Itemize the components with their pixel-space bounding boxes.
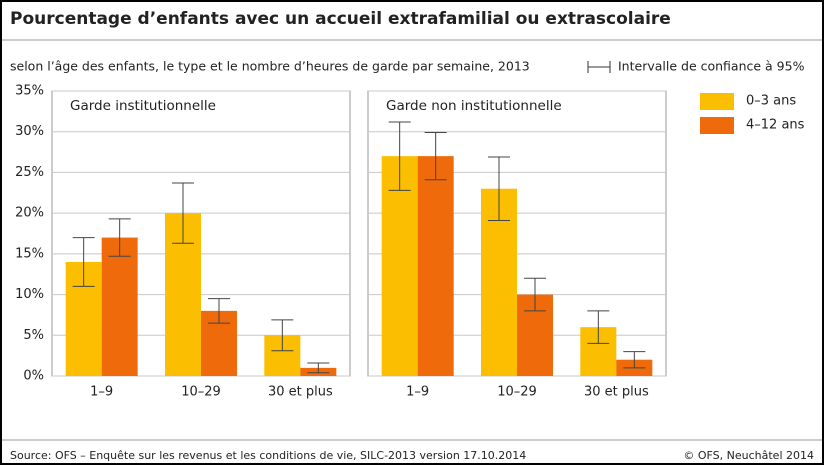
error-bar	[587, 310, 610, 344]
bar	[417, 156, 454, 376]
x-tick-label: 30 et plus	[268, 385, 333, 400]
y-tick-label: 0%	[23, 369, 44, 384]
x-tick-label: 10–29	[497, 385, 537, 400]
panel-title: Garde institutionnelle	[70, 98, 216, 114]
error-bar	[524, 277, 546, 312]
bar	[381, 156, 418, 376]
bar	[101, 237, 138, 376]
legend-label: 4–12 ans	[746, 118, 805, 133]
error-bar	[388, 121, 411, 191]
y-tick-label: 25%	[15, 165, 44, 180]
ci-label: Intervalle de confiance à 95%	[618, 59, 805, 74]
error-bar	[307, 362, 330, 374]
error-bar	[488, 156, 510, 221]
legend-label: 0–3 ans	[746, 94, 796, 109]
error-bar	[72, 237, 95, 287]
x-tick-label: 1–9	[90, 385, 113, 400]
legend-swatch	[700, 117, 734, 134]
x-tick-label: 30 et plus	[584, 385, 649, 400]
legend-swatch	[700, 93, 734, 110]
ci-legend-icon	[587, 61, 611, 73]
y-tick-label: 20%	[15, 206, 44, 221]
error-bar	[108, 218, 131, 257]
error-bar	[172, 182, 194, 244]
x-tick-label: 1–9	[406, 385, 429, 400]
y-tick-label: 30%	[15, 124, 44, 139]
y-tick-label: 35%	[15, 84, 44, 99]
subtitle: selon l’âge des enfants, le type et le n…	[10, 59, 530, 74]
error-bar	[424, 132, 447, 181]
credit: © OFS, Neuchâtel 2014	[683, 449, 814, 462]
error-bar	[623, 351, 646, 369]
chart-title: Pourcentage d’enfants avec un accueil ex…	[10, 9, 671, 29]
error-bar	[208, 298, 230, 324]
y-tick-label: 5%	[23, 328, 44, 343]
y-tick-label: 15%	[15, 246, 44, 261]
y-tick-label: 10%	[15, 287, 44, 302]
error-bar	[271, 319, 294, 352]
source: Source: OFS – Enquête sur les revenus et…	[10, 449, 526, 462]
panel-title: Garde non institutionnelle	[386, 98, 562, 114]
x-tick-label: 10–29	[181, 385, 221, 400]
